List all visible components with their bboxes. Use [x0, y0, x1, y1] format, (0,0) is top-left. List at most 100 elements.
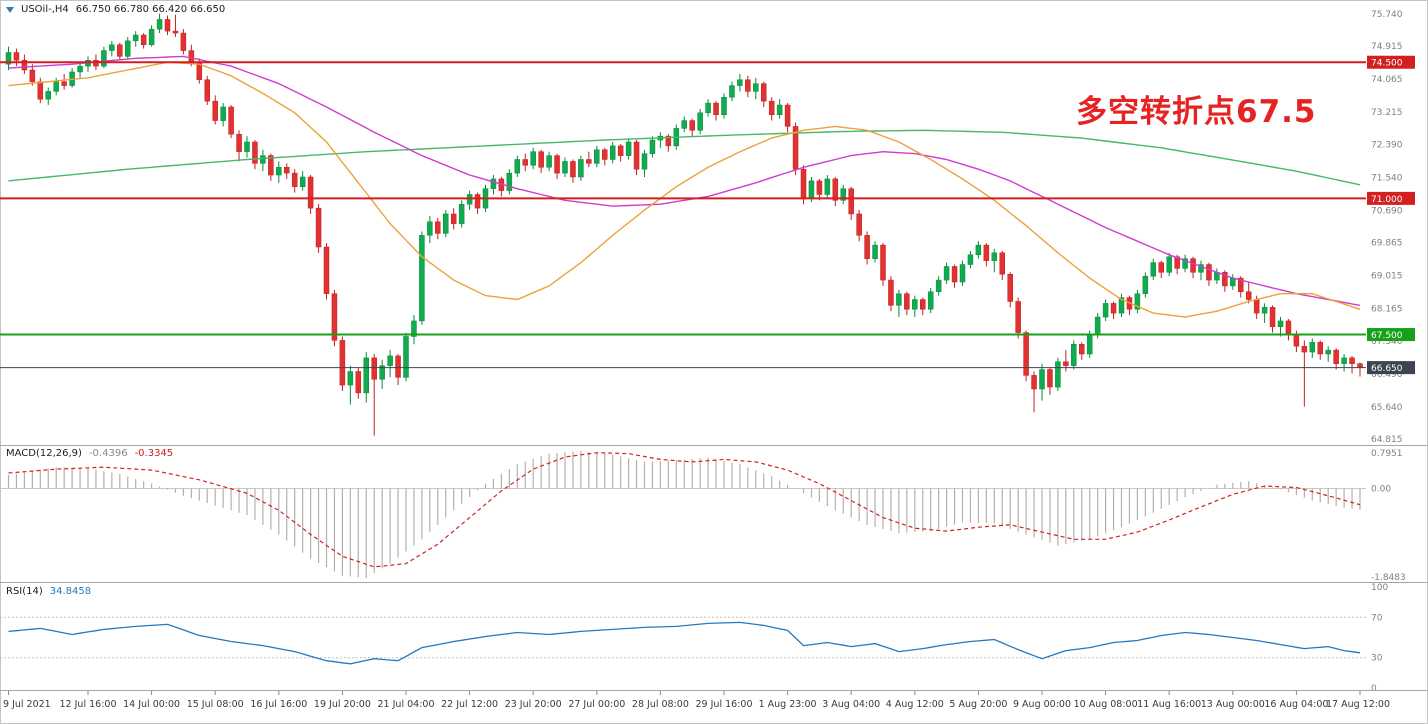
- candle-up: [1102, 303, 1109, 318]
- candle-up: [1341, 357, 1347, 364]
- rsi-panel-group: [0, 616, 1366, 665]
- candle-up: [387, 355, 393, 366]
- candle-down: [1047, 369, 1053, 388]
- candle-down: [1110, 303, 1117, 314]
- candle-up: [1261, 307, 1268, 314]
- rsi-line: [8, 621, 1361, 665]
- candle-up: [1118, 297, 1125, 314]
- time-axis-label: 11 Aug 16:00: [1137, 699, 1201, 710]
- candle-down: [745, 79, 751, 92]
- candle-up: [125, 40, 131, 57]
- time-axis-label: 3 Aug 04:00: [822, 699, 880, 710]
- price-tag-label: 67.500: [1371, 331, 1403, 341]
- time-axis-label: 4 Aug 12:00: [886, 699, 944, 710]
- candle-up: [943, 266, 950, 281]
- candle-up: [132, 34, 139, 42]
- candle-down: [315, 207, 322, 248]
- candle-down: [904, 293, 910, 310]
- candle-down: [1333, 349, 1339, 364]
- candle-up: [594, 149, 600, 164]
- candle-down: [633, 141, 640, 170]
- candle-up: [578, 159, 584, 178]
- price-axis-label: 66.490: [1371, 370, 1403, 380]
- candle-down: [538, 151, 544, 168]
- candle-up: [411, 320, 417, 337]
- time-axis-label: 9 Aug 00:00: [1013, 699, 1071, 710]
- chart-header: USOil-,H4 66.750 66.780 66.420 66.650: [6, 4, 225, 15]
- candle-up: [824, 178, 831, 195]
- candle-down: [586, 159, 592, 164]
- time-axis-label: 15 Jul 08:00: [187, 699, 244, 710]
- candle-up: [1071, 344, 1077, 366]
- time-axis-label: 29 Jul 16:00: [696, 699, 753, 710]
- candle-down: [450, 213, 457, 224]
- candle-up: [562, 161, 568, 174]
- candle-down: [570, 161, 576, 178]
- candle-up: [641, 153, 648, 170]
- macd-main-value: -0.4396: [88, 448, 128, 459]
- medium-ma-line: [8, 55, 1361, 307]
- candle-up: [443, 213, 449, 234]
- candle-up: [1055, 361, 1061, 388]
- time-axis-label: 21 Jul 04:00: [378, 699, 435, 710]
- candle-down: [602, 149, 608, 160]
- level-price-tag: [1367, 55, 1415, 69]
- candle-up: [1230, 277, 1236, 287]
- candle-up: [1325, 349, 1331, 355]
- candle-down: [228, 106, 234, 135]
- time-axis-label: 19 Jul 20:00: [314, 699, 371, 710]
- panel-separators: [0, 445, 1428, 691]
- time-axis-label: 10 Aug 08:00: [1074, 699, 1138, 710]
- level-lines-group: [0, 61, 1366, 369]
- time-axis-label: 27 Jul 00:00: [568, 699, 625, 710]
- price-axis-label: 67.340: [1371, 337, 1403, 347]
- price-axis[interactable]: 75.740 74.915 74.065 73.215 72.390 71.540 70.6…: [1367, 10, 1415, 445]
- candle-up: [530, 151, 536, 166]
- candle-down: [1317, 342, 1323, 355]
- time-axis-label: 17 Aug 12:00: [1326, 699, 1390, 710]
- candle-down: [395, 355, 401, 378]
- candle-up: [363, 357, 369, 394]
- candle-down: [188, 50, 195, 63]
- rsi-axis[interactable]: 100 70 30 0: [1371, 583, 1388, 694]
- candle-down: [816, 180, 823, 195]
- candle-up: [1142, 275, 1149, 294]
- time-axis[interactable]: 9 Jul 2021 12 Jul 16:00 14 Jul 00:00 15 Jul…: [3, 691, 1390, 710]
- time-axis-label: 14 Jul 00:00: [123, 699, 180, 710]
- candle-down: [1222, 272, 1228, 287]
- price-axis-label: 65.640: [1371, 403, 1403, 413]
- symbol-icon: [6, 6, 14, 13]
- candle-up: [1039, 369, 1045, 390]
- level-price-tag: [1367, 328, 1415, 342]
- candle-up: [109, 44, 115, 51]
- price-axis-label: 71.540: [1371, 173, 1403, 183]
- candle-down: [1023, 332, 1029, 376]
- candle-down: [21, 60, 28, 71]
- candle-up: [77, 65, 83, 73]
- candle-down: [13, 52, 20, 61]
- macd-axis[interactable]: 0.7951 0.00 -1.8483: [1371, 449, 1406, 583]
- candle-up: [458, 203, 465, 224]
- candle-up: [935, 279, 942, 292]
- candle-down: [554, 155, 560, 174]
- candle-down: [689, 120, 695, 131]
- time-axis-label: 28 Jul 08:00: [632, 699, 689, 710]
- rsi-axis-label: 30: [1371, 654, 1383, 664]
- candle-up: [991, 252, 998, 261]
- candle-up: [45, 91, 51, 100]
- price-tag-label: 74.500: [1371, 59, 1403, 69]
- moving-averages-group: [8, 55, 1361, 318]
- time-axis-label: 16 Jul 16:00: [250, 699, 307, 710]
- macd-signal-line: [8, 452, 1361, 568]
- candle-down: [1190, 258, 1196, 273]
- price-axis-label: 74.915: [1371, 42, 1403, 52]
- candle-up: [244, 141, 250, 152]
- candle-up: [721, 96, 727, 115]
- macd-axis-label: 0.7951: [1371, 449, 1403, 459]
- candle-up: [776, 104, 783, 115]
- candle-up: [840, 188, 846, 201]
- price-axis-label: 73.215: [1371, 108, 1403, 118]
- candle-up: [427, 221, 433, 236]
- candle-down: [180, 32, 187, 51]
